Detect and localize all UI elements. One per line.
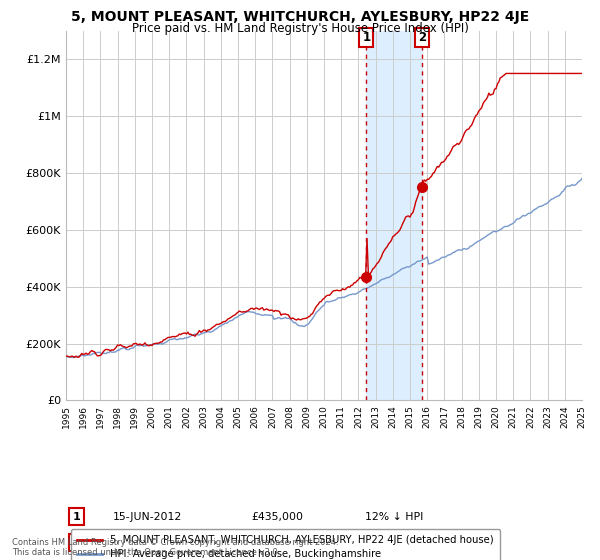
Text: Contains HM Land Registry data © Crown copyright and database right 2024.
This d: Contains HM Land Registry data © Crown c…	[12, 538, 338, 557]
Text: 2: 2	[418, 31, 426, 44]
Text: £435,000: £435,000	[252, 512, 304, 522]
Text: 12% ↓ HPI: 12% ↓ HPI	[365, 512, 424, 522]
Text: Price paid vs. HM Land Registry's House Price Index (HPI): Price paid vs. HM Land Registry's House …	[131, 22, 469, 35]
Text: 15-JUN-2012: 15-JUN-2012	[112, 512, 182, 522]
Text: 2: 2	[73, 538, 80, 548]
Text: 1: 1	[362, 31, 370, 44]
Text: £750,000: £750,000	[252, 538, 304, 548]
Legend: 5, MOUNT PLEASANT, WHITCHURCH, AYLESBURY, HP22 4JE (detached house), HPI: Averag: 5, MOUNT PLEASANT, WHITCHURCH, AYLESBURY…	[71, 529, 500, 560]
Text: 5, MOUNT PLEASANT, WHITCHURCH, AYLESBURY, HP22 4JE: 5, MOUNT PLEASANT, WHITCHURCH, AYLESBURY…	[71, 10, 529, 24]
Bar	[367, 31, 422, 400]
Text: 1: 1	[73, 512, 80, 522]
Text: 08-SEP-2015: 08-SEP-2015	[112, 538, 182, 548]
Text: 20% ↑ HPI: 20% ↑ HPI	[365, 538, 424, 548]
